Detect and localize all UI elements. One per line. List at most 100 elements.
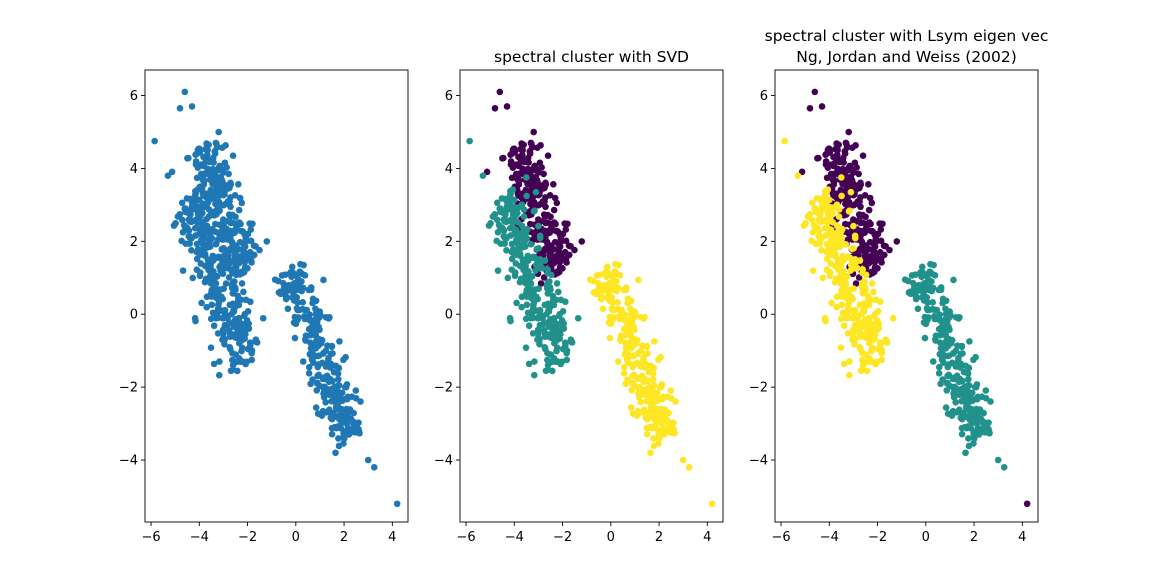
y-tick-label: 6 xyxy=(760,89,768,104)
data-point xyxy=(322,408,330,416)
data-point xyxy=(643,430,651,438)
data-point xyxy=(603,263,611,271)
data-point xyxy=(236,194,244,202)
data-point xyxy=(857,194,864,201)
data-point xyxy=(521,243,529,250)
data-point xyxy=(650,389,658,396)
data-point xyxy=(876,220,883,227)
data-point xyxy=(930,261,937,269)
data-point xyxy=(500,232,508,240)
data-point xyxy=(219,326,227,334)
data-point xyxy=(313,314,321,322)
data-point xyxy=(545,243,553,251)
data-point xyxy=(305,369,313,377)
data-point xyxy=(207,279,214,287)
data-point xyxy=(970,435,978,442)
data-point xyxy=(859,361,867,369)
data-point xyxy=(235,206,243,214)
axes-frame xyxy=(459,69,724,523)
data-point xyxy=(873,358,881,366)
data-point xyxy=(527,240,535,248)
data-point xyxy=(865,259,873,267)
data-point xyxy=(971,383,979,391)
data-point xyxy=(872,296,880,304)
data-point xyxy=(859,211,866,219)
data-point xyxy=(193,174,201,182)
data-point xyxy=(976,406,984,413)
x-tick-label: −4 xyxy=(820,530,839,545)
data-point xyxy=(633,336,641,344)
data-point xyxy=(522,279,529,287)
data-point xyxy=(307,344,315,352)
data-point xyxy=(808,199,816,207)
data-point xyxy=(204,146,211,154)
data-point xyxy=(959,397,967,404)
data-point xyxy=(213,273,221,280)
data-point xyxy=(535,244,542,252)
data-point xyxy=(821,314,829,322)
data-point xyxy=(937,380,944,388)
data-point xyxy=(859,279,866,287)
data-point xyxy=(352,429,359,436)
data-point xyxy=(637,398,644,406)
data-point xyxy=(536,306,544,314)
data-point xyxy=(235,181,242,188)
data-point xyxy=(818,103,826,110)
data-point xyxy=(840,268,847,275)
data-point xyxy=(914,305,922,313)
data-point xyxy=(516,262,524,270)
data-point xyxy=(943,337,950,345)
data-point xyxy=(616,336,624,343)
data-point xyxy=(491,104,499,112)
data-point xyxy=(531,207,538,215)
data-point xyxy=(525,360,533,368)
data-point xyxy=(839,309,847,317)
data-point xyxy=(230,323,238,330)
data-point xyxy=(931,272,939,279)
data-point xyxy=(178,199,186,207)
data-point xyxy=(516,250,524,258)
data-point xyxy=(300,261,307,269)
data-point xyxy=(523,174,530,181)
data-point xyxy=(215,371,223,379)
data-point xyxy=(188,103,196,110)
data-point xyxy=(282,295,290,303)
data-point xyxy=(524,154,532,162)
data-point xyxy=(246,220,253,227)
data-point xyxy=(627,297,635,305)
data-point xyxy=(523,293,531,300)
data-point xyxy=(209,309,217,317)
data-point xyxy=(845,183,852,191)
data-point xyxy=(609,299,616,306)
data-point xyxy=(825,211,833,218)
data-point xyxy=(823,240,831,248)
data-point xyxy=(526,148,534,155)
data-point xyxy=(948,336,956,344)
data-point xyxy=(242,253,249,261)
data-point xyxy=(950,393,958,401)
data-point xyxy=(222,280,230,287)
data-point xyxy=(318,359,326,367)
data-point xyxy=(937,344,945,352)
data-point xyxy=(944,372,951,380)
data-point xyxy=(525,322,533,330)
data-point xyxy=(227,367,235,375)
data-point xyxy=(511,196,518,204)
data-point xyxy=(506,224,514,232)
data-point xyxy=(329,397,337,404)
data-point xyxy=(871,243,879,250)
x-tick-label: 4 xyxy=(388,530,396,545)
y-tick-label: −2 xyxy=(434,381,453,396)
data-point xyxy=(337,425,345,432)
data-point xyxy=(624,321,631,329)
data-point xyxy=(886,246,893,254)
data-point xyxy=(867,358,874,366)
data-point xyxy=(614,358,622,365)
data-point xyxy=(823,255,831,263)
data-point xyxy=(818,218,825,226)
data-point xyxy=(331,423,339,431)
data-point xyxy=(328,343,336,351)
data-point xyxy=(652,395,660,403)
data-point xyxy=(828,299,835,307)
data-point xyxy=(508,174,516,182)
